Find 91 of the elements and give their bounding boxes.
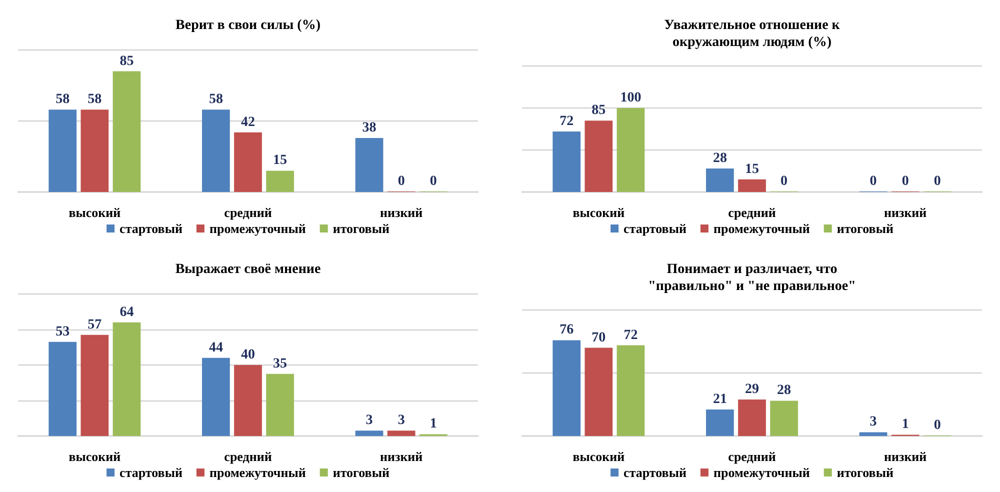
- data-label: 44: [208, 340, 223, 356]
- legend-label: итоговый: [836, 221, 894, 236]
- legend-label: промежуточный: [713, 221, 810, 236]
- x-tick-label: высокий: [572, 205, 626, 220]
- data-label: 3: [870, 414, 877, 430]
- data-label: 0: [934, 418, 941, 433]
- bar: [112, 322, 141, 436]
- bar: [738, 179, 766, 192]
- data-label: 38: [362, 120, 376, 136]
- legend-label: стартовый: [624, 221, 687, 236]
- chart-title: Выражает своё мнение: [175, 262, 321, 277]
- legend-label: итоговый: [332, 221, 390, 236]
- data-label: 29: [745, 382, 759, 397]
- x-tick-label: средний: [728, 449, 776, 464]
- bar: [266, 374, 294, 436]
- data-label: 1: [902, 417, 909, 432]
- data-label: 0: [780, 174, 788, 189]
- data-label: 1: [430, 416, 437, 432]
- bar: [859, 432, 888, 436]
- data-label: 15: [745, 162, 759, 177]
- bar: [80, 110, 109, 192]
- bar: [234, 132, 262, 192]
- legend-label: стартовый: [120, 221, 183, 236]
- chart-title: Уважительное отношение к окружающим людям (%): [664, 18, 841, 50]
- data-label: 21: [712, 392, 727, 408]
- x-tick-label: средний: [224, 449, 272, 464]
- x-tick-label: высокий: [68, 449, 122, 464]
- data-label: 0: [398, 174, 405, 189]
- bar: [202, 110, 230, 192]
- legend-label: промежуточный: [209, 221, 306, 236]
- data-label: 58: [208, 92, 223, 108]
- data-label: 72: [624, 328, 638, 343]
- bar: [738, 399, 766, 436]
- data-label: 28: [777, 383, 792, 398]
- bar: [552, 340, 581, 436]
- x-tick-label: низкий: [380, 205, 424, 220]
- data-label: 85: [120, 54, 134, 69]
- bar: [112, 71, 141, 192]
- x-tick-label: низкий: [884, 205, 928, 220]
- data-label: 0: [934, 174, 941, 189]
- x-tick-label: средний: [224, 205, 272, 220]
- bar: [48, 342, 77, 436]
- data-label: 72: [560, 114, 574, 130]
- bar: [234, 365, 262, 436]
- data-label: 0: [902, 174, 909, 189]
- x-tick-label: высокий: [572, 449, 626, 464]
- bar: [706, 168, 734, 192]
- bar: [770, 400, 798, 436]
- bar: [616, 108, 645, 192]
- bar: [355, 430, 384, 436]
- legend-label: стартовый: [120, 465, 183, 480]
- bar: [616, 345, 645, 436]
- data-label: 42: [241, 114, 255, 130]
- bar: [202, 358, 230, 436]
- legend-label: промежуточный: [209, 465, 306, 480]
- bar: [387, 430, 416, 436]
- data-label: 0: [430, 174, 437, 189]
- x-tick-label: средний: [728, 205, 776, 220]
- data-label: 76: [560, 322, 574, 338]
- legend-label: итоговый: [836, 465, 894, 480]
- data-label: 3: [366, 413, 373, 428]
- bar: [584, 348, 613, 436]
- data-label: 53: [56, 324, 70, 340]
- bar: [80, 334, 109, 436]
- data-label: 58: [88, 92, 102, 108]
- bar: [584, 120, 613, 192]
- legend-label: промежуточный: [713, 465, 810, 480]
- data-label: 0: [870, 174, 877, 189]
- data-label: 100: [620, 90, 642, 106]
- data-label: 28: [712, 150, 727, 166]
- data-label: 64: [120, 304, 134, 320]
- x-tick-label: высокий: [68, 205, 122, 220]
- bar: [355, 138, 384, 192]
- chart-title: Верит в свои силы (%): [176, 18, 321, 33]
- x-tick-label: низкий: [380, 449, 424, 464]
- bar: [706, 410, 734, 436]
- bar: [266, 170, 294, 192]
- data-label: 70: [592, 330, 606, 346]
- data-label: 35: [273, 356, 288, 372]
- data-label: 3: [398, 413, 405, 428]
- data-label: 58: [56, 92, 70, 108]
- x-tick-label: низкий: [884, 449, 928, 464]
- chart-title: Понимает и различает, что "правильно" и "не правильное": [648, 262, 856, 294]
- data-label: 57: [88, 317, 102, 332]
- data-label: 85: [592, 103, 606, 118]
- legend-label: итоговый: [332, 465, 390, 480]
- bar: [552, 132, 581, 192]
- bar: [48, 110, 77, 192]
- data-label: 40: [241, 348, 255, 362]
- legend-label: стартовый: [624, 465, 687, 480]
- data-label: 15: [273, 153, 288, 168]
